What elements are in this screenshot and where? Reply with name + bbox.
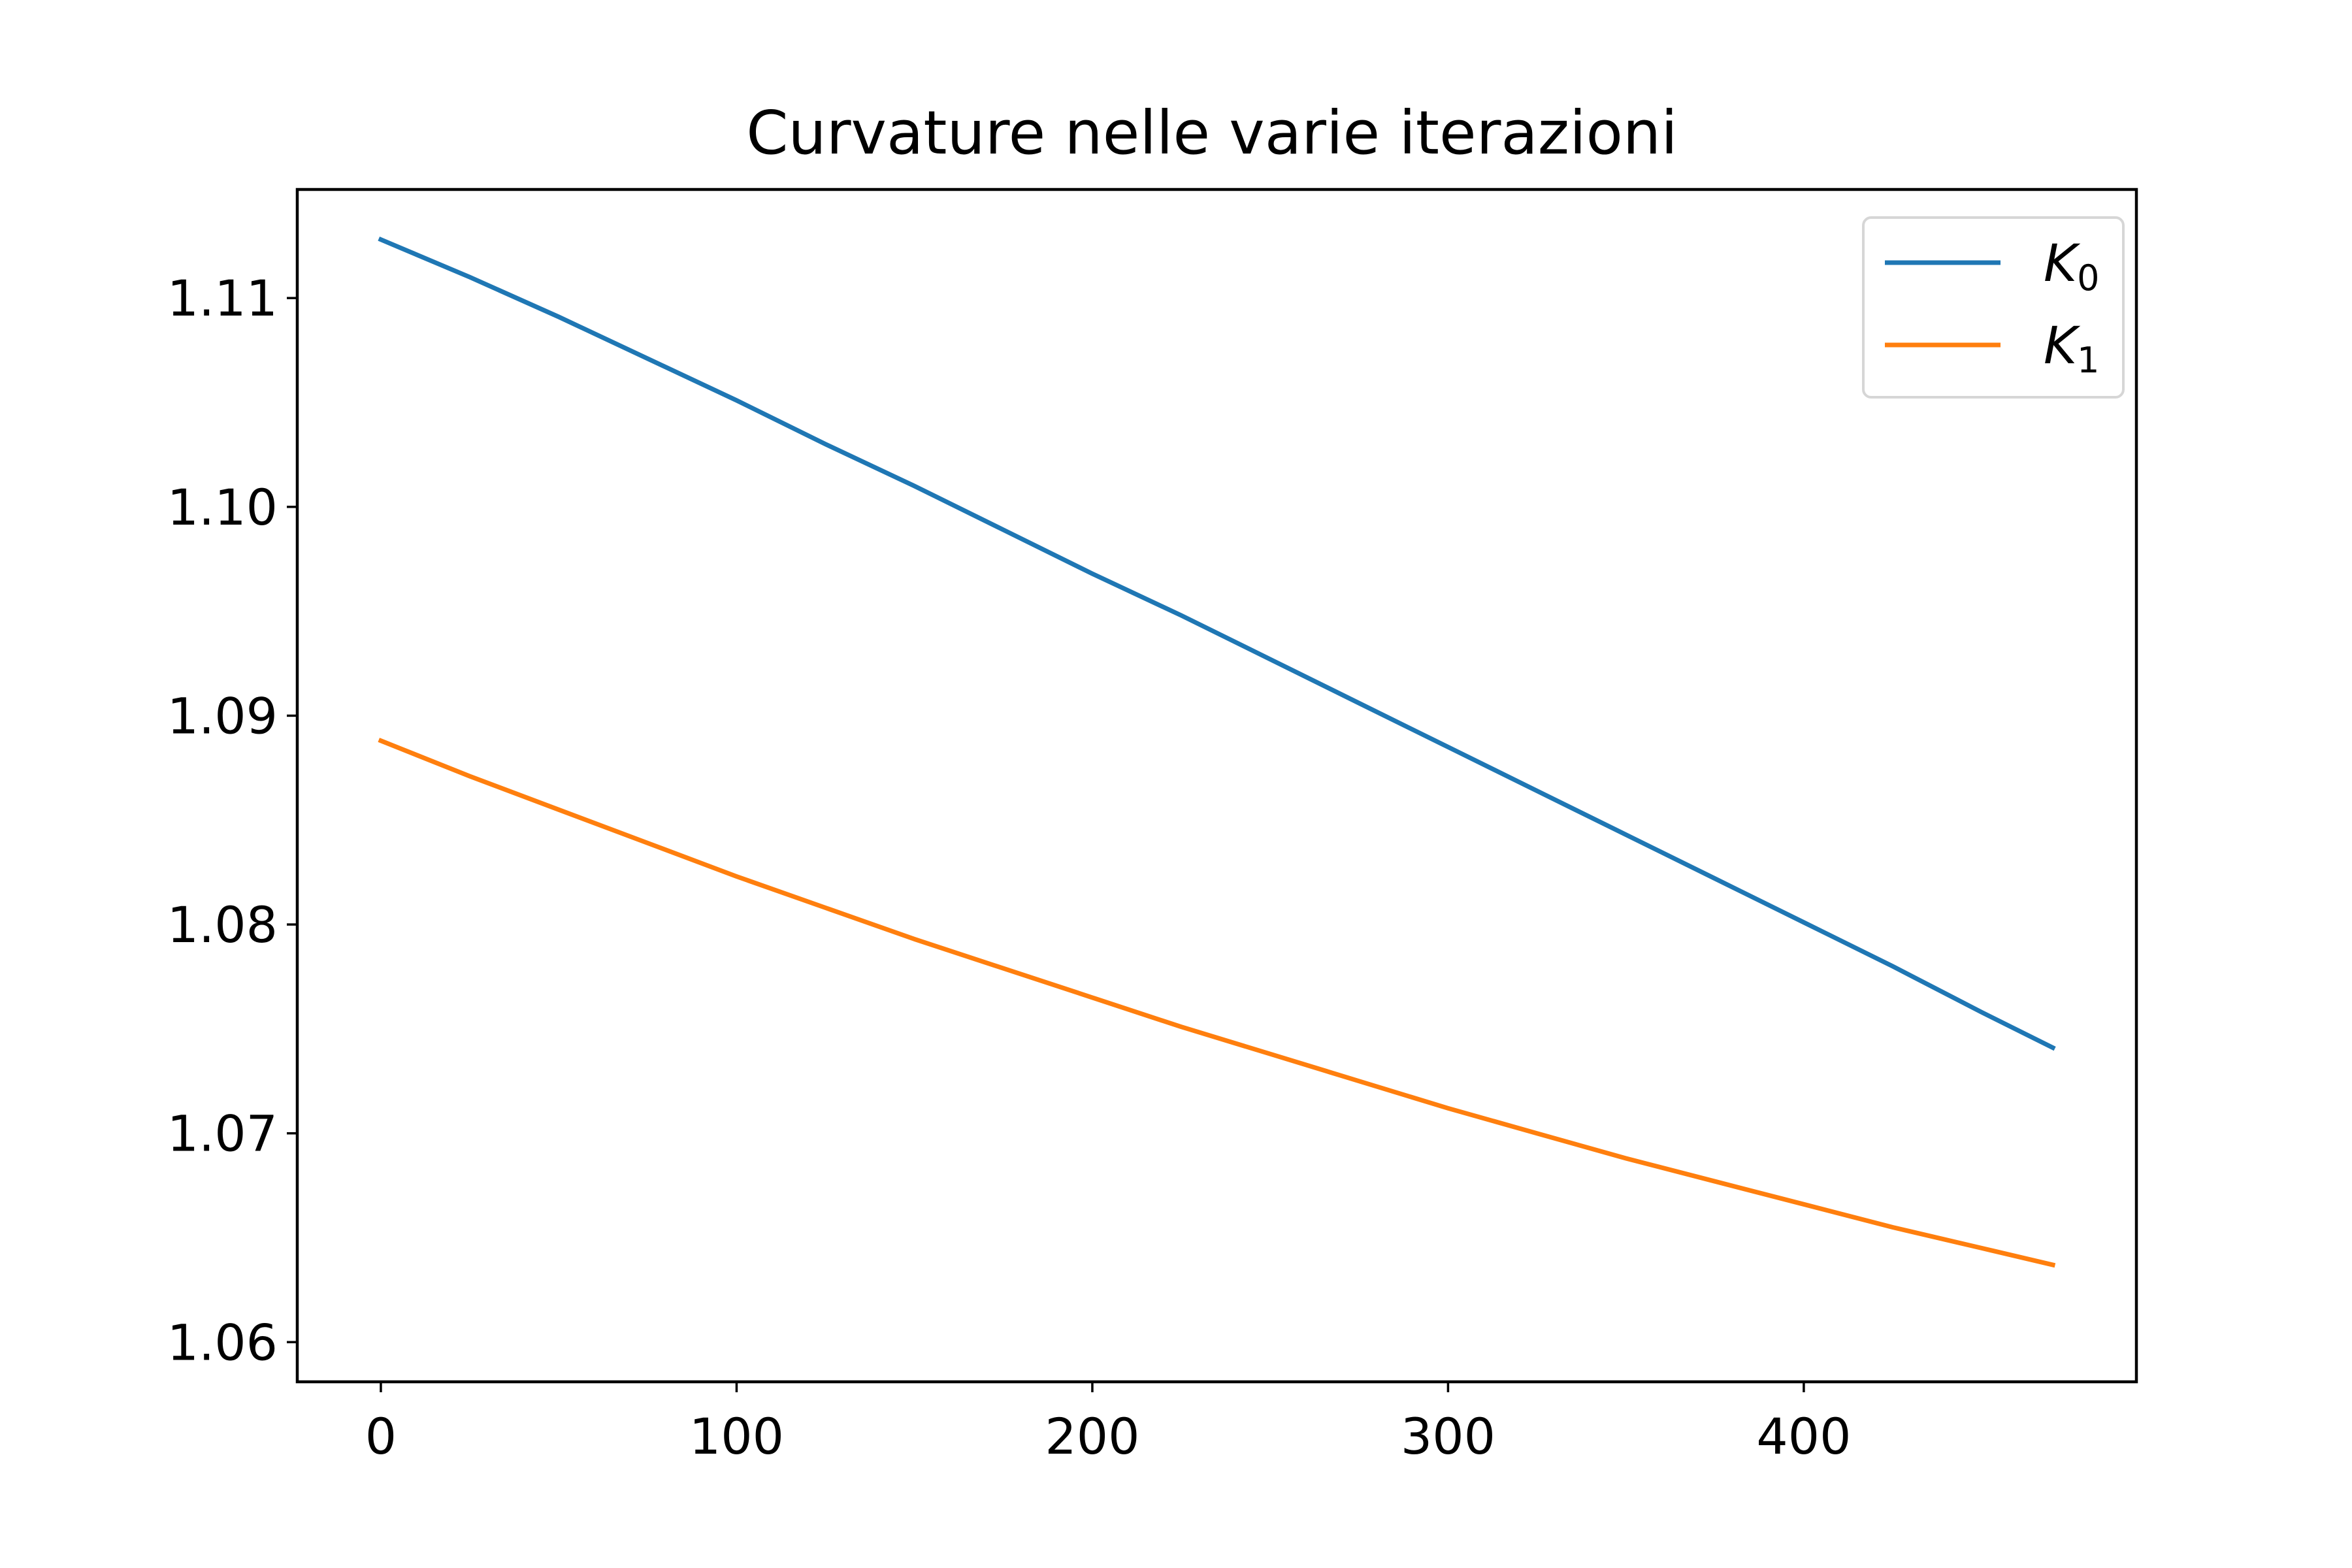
y-tick-label-1: 1.07 <box>167 1105 278 1163</box>
y-tick-label-3: 1.09 <box>167 687 278 745</box>
plot-lines <box>378 237 2056 1268</box>
y-tick-label-2: 1.08 <box>167 896 278 954</box>
y-tick-label-0: 1.06 <box>167 1313 278 1371</box>
x-tick-label-1: 100 <box>689 1407 784 1465</box>
legend-label-0: K0 <box>2044 235 2100 299</box>
chart-title: Curvature nelle varie iterazioni <box>746 98 1678 168</box>
y-tick-label-4: 1.10 <box>167 478 278 536</box>
y-axis: 1.06 1.07 1.08 1.09 1.10 1.11 <box>167 269 297 1371</box>
x-tick-label-2: 200 <box>1045 1407 1139 1465</box>
x-tick-label-4: 400 <box>1756 1407 1851 1465</box>
y-tick-label-5: 1.11 <box>167 269 278 327</box>
x-tick-label-0: 0 <box>365 1407 397 1465</box>
plot-frame <box>295 188 2138 1384</box>
series-line-1 <box>378 738 2056 1268</box>
legend-label-1: K1 <box>2044 317 2100 381</box>
x-tick-label-3: 300 <box>1401 1407 1495 1465</box>
x-axis: 0 100 200 300 400 <box>365 1382 1851 1465</box>
series-line-0 <box>378 237 2056 1051</box>
